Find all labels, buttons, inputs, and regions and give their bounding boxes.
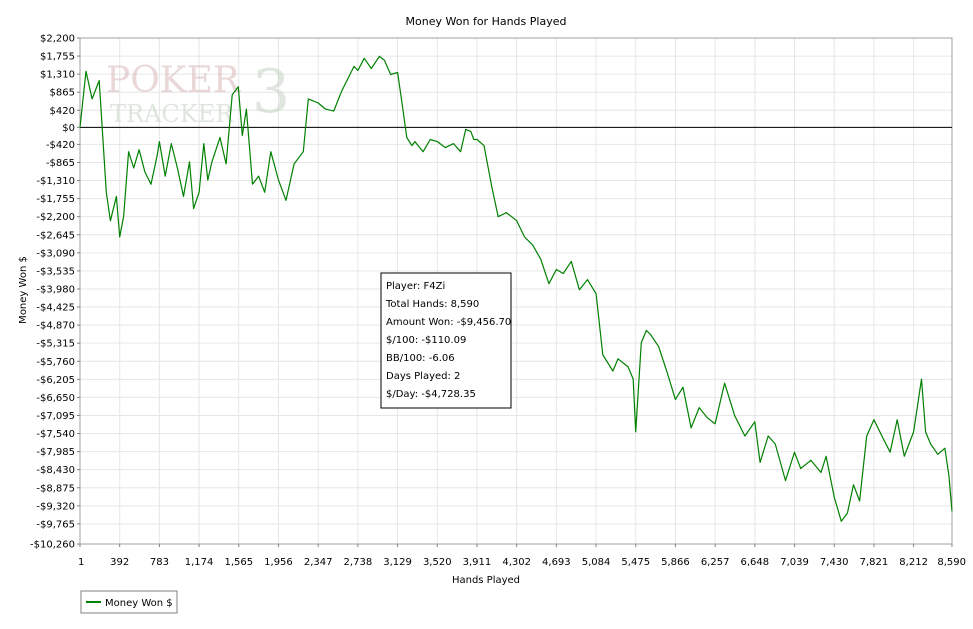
y-tick-label: -$1,755: [36, 194, 75, 205]
y-tick-label: -$6,205: [36, 375, 75, 386]
plot-area-border: [79, 37, 953, 545]
x-tick-label: 1,174: [185, 557, 214, 568]
x-tick-label: 4,302: [502, 557, 531, 568]
x-tick-label: 2,738: [344, 557, 373, 568]
grid-lines: [79, 37, 953, 545]
y-tick-label: -$8,430: [36, 465, 75, 476]
watermark-poker-text: POKER: [106, 60, 241, 101]
legend-label: Money Won $: [105, 598, 173, 609]
x-tick-label: 1,956: [264, 557, 293, 568]
y-axis-ticks: $2,200 $1,755 $1,310 $865 $420 $0 -$420 -$865 -$…: [30, 34, 80, 551]
x-tick-label: 3,129: [383, 557, 412, 568]
watermark-logo: POKER TRACKER 3: [106, 57, 290, 128]
chart-title: Money Won for Hands Played: [406, 15, 567, 28]
y-tick-label: -$9,765: [36, 519, 75, 530]
x-tick-label: 6,648: [741, 557, 770, 568]
x-axis-title: Hands Played: [452, 575, 520, 586]
y-tick-label: -$2,645: [36, 230, 75, 241]
x-tick-label: 8,212: [899, 557, 928, 568]
watermark-tracker-text: TRACKER: [110, 100, 234, 128]
y-tick-label: $865: [50, 88, 75, 99]
info-per-day: $/Day: -$4,728.35: [386, 389, 476, 400]
info-bb-100: BB/100: -6.06: [386, 353, 455, 364]
y-tick-label: -$5,315: [36, 339, 75, 350]
y-tick-label: -$2,200: [36, 212, 75, 223]
y-tick-label: -$7,540: [36, 429, 75, 440]
y-tick-label: -$9,320: [36, 501, 75, 512]
x-tick-label: 7,821: [860, 557, 889, 568]
y-tick-label: -$6,650: [36, 393, 75, 404]
x-tick-label: 3,911: [463, 557, 492, 568]
x-tick-label: 6,257: [701, 557, 730, 568]
y-tick-label: $0: [62, 123, 75, 134]
x-tick-label: 5,475: [621, 557, 650, 568]
y-tick-label: $1,310: [40, 70, 75, 81]
info-days-played: Days Played: 2: [386, 371, 460, 382]
y-axis-title: Money Won $: [18, 256, 29, 324]
y-tick-label: -$4,425: [36, 303, 75, 314]
x-tick-label: 4,693: [542, 557, 571, 568]
y-tick-label: $1,755: [40, 52, 75, 63]
y-tick-label: -$7,095: [36, 411, 75, 422]
legend: Money Won $: [80, 590, 178, 614]
x-tick-label: 392: [110, 557, 129, 568]
watermark-numeral: 3: [252, 57, 290, 127]
y-tick-label: -$5,760: [36, 357, 75, 368]
x-tick-label: 1: [78, 557, 84, 568]
y-tick-label: -$3,980: [36, 284, 75, 295]
x-tick-label: 7,039: [780, 557, 809, 568]
y-tick-label: -$10,260: [30, 540, 75, 551]
y-tick-label: $420: [50, 106, 75, 117]
x-tick-label: 2,347: [304, 557, 333, 568]
y-tick-label: -$7,985: [36, 447, 75, 458]
x-tick-label: 783: [150, 557, 169, 568]
y-tick-label: -$865: [46, 158, 75, 169]
info-box-frame: [380, 272, 512, 409]
x-tick-label: 8,590: [937, 557, 966, 568]
y-tick-label: -$3,090: [36, 248, 75, 259]
info-total-hands: Total Hands: 8,590: [385, 299, 479, 310]
info-per-100: $/100: -$110.09: [386, 335, 466, 346]
x-tick-label: 5,866: [661, 557, 690, 568]
x-tick-label: 7,430: [820, 557, 849, 568]
stats-info-box: Player: F4Zi Total Hands: 8,590 Amount W…: [380, 272, 512, 409]
x-tick-label: 5,084: [582, 557, 611, 568]
x-tick-label: 1,565: [224, 557, 253, 568]
legend-frame: [80, 590, 178, 614]
x-axis-ticks: 1 392 783 1,174 1,565 1,956 2,347 2,738 3,129 3,5…: [78, 544, 966, 568]
y-tick-label: $2,200: [40, 34, 75, 45]
info-player: Player: F4Zi: [386, 281, 445, 292]
y-tick-label: -$3,535: [36, 266, 75, 277]
y-tick-label: -$1,310: [36, 176, 75, 187]
y-tick-label: -$420: [46, 140, 75, 151]
series-line-money-won[interactable]: [79, 55, 953, 522]
y-tick-label: -$8,875: [36, 483, 75, 494]
y-tick-label: -$4,870: [36, 321, 75, 332]
x-tick-label: 3,520: [423, 557, 452, 568]
info-amount-won: Amount Won: -$9,456.70: [386, 317, 511, 328]
